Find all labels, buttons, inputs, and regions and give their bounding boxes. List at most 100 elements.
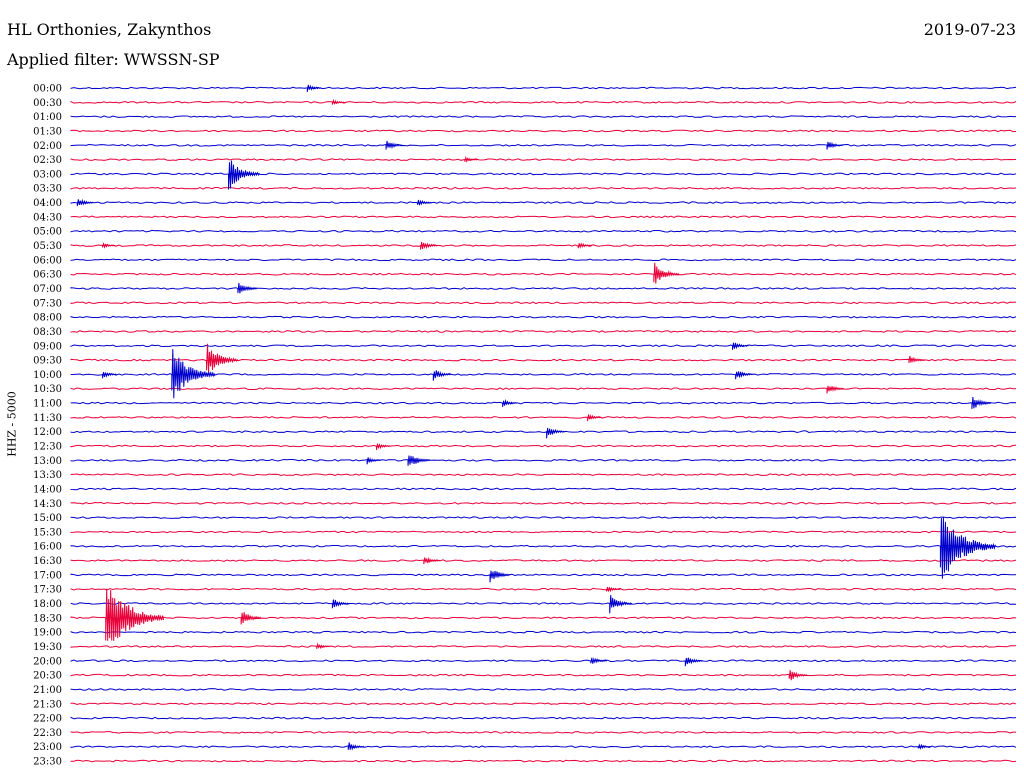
row-time-label: 21:00 (33, 685, 62, 696)
row-time-label: 03:30 (33, 184, 62, 195)
row-time-label: 14:00 (33, 484, 62, 495)
seismic-event (171, 348, 216, 399)
trace-line (70, 229, 1017, 233)
trace-line (70, 745, 1017, 749)
trace-line (70, 659, 1017, 663)
seismic-event (105, 588, 165, 641)
seismic-event (587, 414, 602, 422)
trace-line (70, 115, 1017, 118)
trace-line (70, 416, 1017, 419)
row-time-label: 22:30 (33, 728, 62, 739)
row-time-label: 16:00 (33, 542, 62, 553)
row-time-label: 12:00 (33, 427, 62, 438)
trace-line (70, 559, 1017, 562)
row-time-label: 17:00 (33, 570, 62, 581)
trace-line (70, 759, 1017, 763)
row-time-label: 07:00 (33, 284, 62, 295)
seismic-event (376, 443, 391, 451)
trace-line (70, 487, 1017, 491)
row-time-label: 04:30 (33, 212, 62, 223)
station-title: HL Orthonies, Zakynthos (7, 20, 212, 39)
trace-line (70, 602, 1017, 605)
seismic-event (237, 283, 258, 294)
trace-line (70, 186, 1017, 190)
seismic-event (331, 98, 346, 105)
seismic-event (366, 457, 382, 465)
row-time-label: 01:00 (33, 112, 62, 123)
trace-line (70, 100, 1017, 104)
record-date: 2019-07-23 (923, 20, 1016, 39)
row-time-label: 07:30 (33, 298, 62, 309)
row-time-label: 22:00 (33, 714, 62, 725)
trace-line (70, 702, 1017, 706)
row-time-label: 05:30 (33, 241, 62, 252)
seismic-event (502, 398, 517, 407)
row-time-label: 15:00 (33, 513, 62, 524)
row-time-label: 09:30 (33, 356, 62, 367)
seismic-event (206, 343, 238, 373)
seismic-event (423, 556, 440, 565)
seismic-event (76, 198, 94, 207)
row-time-label: 00:00 (33, 84, 62, 95)
trace-line (70, 344, 1017, 348)
row-time-label: 23:30 (33, 757, 62, 768)
trace-line (70, 129, 1017, 133)
trace-line (70, 473, 1017, 476)
seismic-event (407, 455, 431, 466)
seismic-event (464, 155, 478, 164)
seismic-event (917, 743, 932, 750)
trace-line (70, 673, 1017, 677)
row-time-label: 13:00 (33, 456, 62, 467)
seismic-event (385, 140, 404, 150)
trace-line (70, 501, 1017, 505)
seismic-event (577, 242, 593, 250)
seismic-event (102, 371, 117, 379)
row-time-label: 00:30 (33, 98, 62, 109)
trace-line (70, 587, 1017, 591)
trace-line (70, 630, 1017, 634)
trace-line (70, 201, 1017, 204)
seismic-event (432, 370, 452, 381)
seismic-event (331, 599, 350, 609)
row-time-label: 20:00 (33, 656, 62, 667)
row-time-label: 06:30 (33, 270, 62, 281)
row-time-label: 06:00 (33, 255, 62, 266)
seismic-event (939, 516, 996, 579)
seismic-event (546, 427, 565, 439)
row-time-label: 19:30 (33, 642, 62, 653)
row-time-label: 10:00 (33, 370, 62, 381)
trace-line (70, 430, 1017, 433)
row-time-label: 21:30 (33, 699, 62, 710)
trace-line (70, 315, 1017, 319)
trace-line (70, 731, 1017, 734)
seismic-event (788, 670, 808, 681)
filter-label: Applied filter: WWSSN-SP (7, 50, 220, 69)
row-time-label: 19:00 (33, 628, 62, 639)
row-time-label: 14:30 (33, 499, 62, 510)
seismic-event (228, 160, 260, 190)
seismic-event (826, 385, 845, 394)
row-time-label: 11:30 (33, 413, 62, 424)
trace-line (70, 258, 1017, 262)
seismic-event (240, 612, 262, 625)
seismic-event (684, 657, 703, 667)
row-time-label: 15:30 (33, 527, 62, 538)
row-time-label: 05:00 (33, 227, 62, 238)
seismic-event (609, 595, 633, 614)
trace-line (70, 287, 1017, 290)
trace-line (70, 544, 1017, 548)
row-time-label: 17:30 (33, 585, 62, 596)
trace-line (70, 444, 1017, 448)
trace-line (70, 301, 1017, 305)
trace-line (70, 573, 1017, 577)
trace-line (70, 215, 1017, 219)
seismic-event (971, 396, 992, 409)
trace-line (70, 401, 1017, 405)
seismic-event (417, 199, 432, 206)
trace-line (70, 330, 1017, 333)
row-time-label: 16:30 (33, 556, 62, 567)
row-time-label: 02:00 (33, 141, 62, 152)
seismic-event (420, 241, 438, 250)
trace-line (70, 616, 1017, 620)
